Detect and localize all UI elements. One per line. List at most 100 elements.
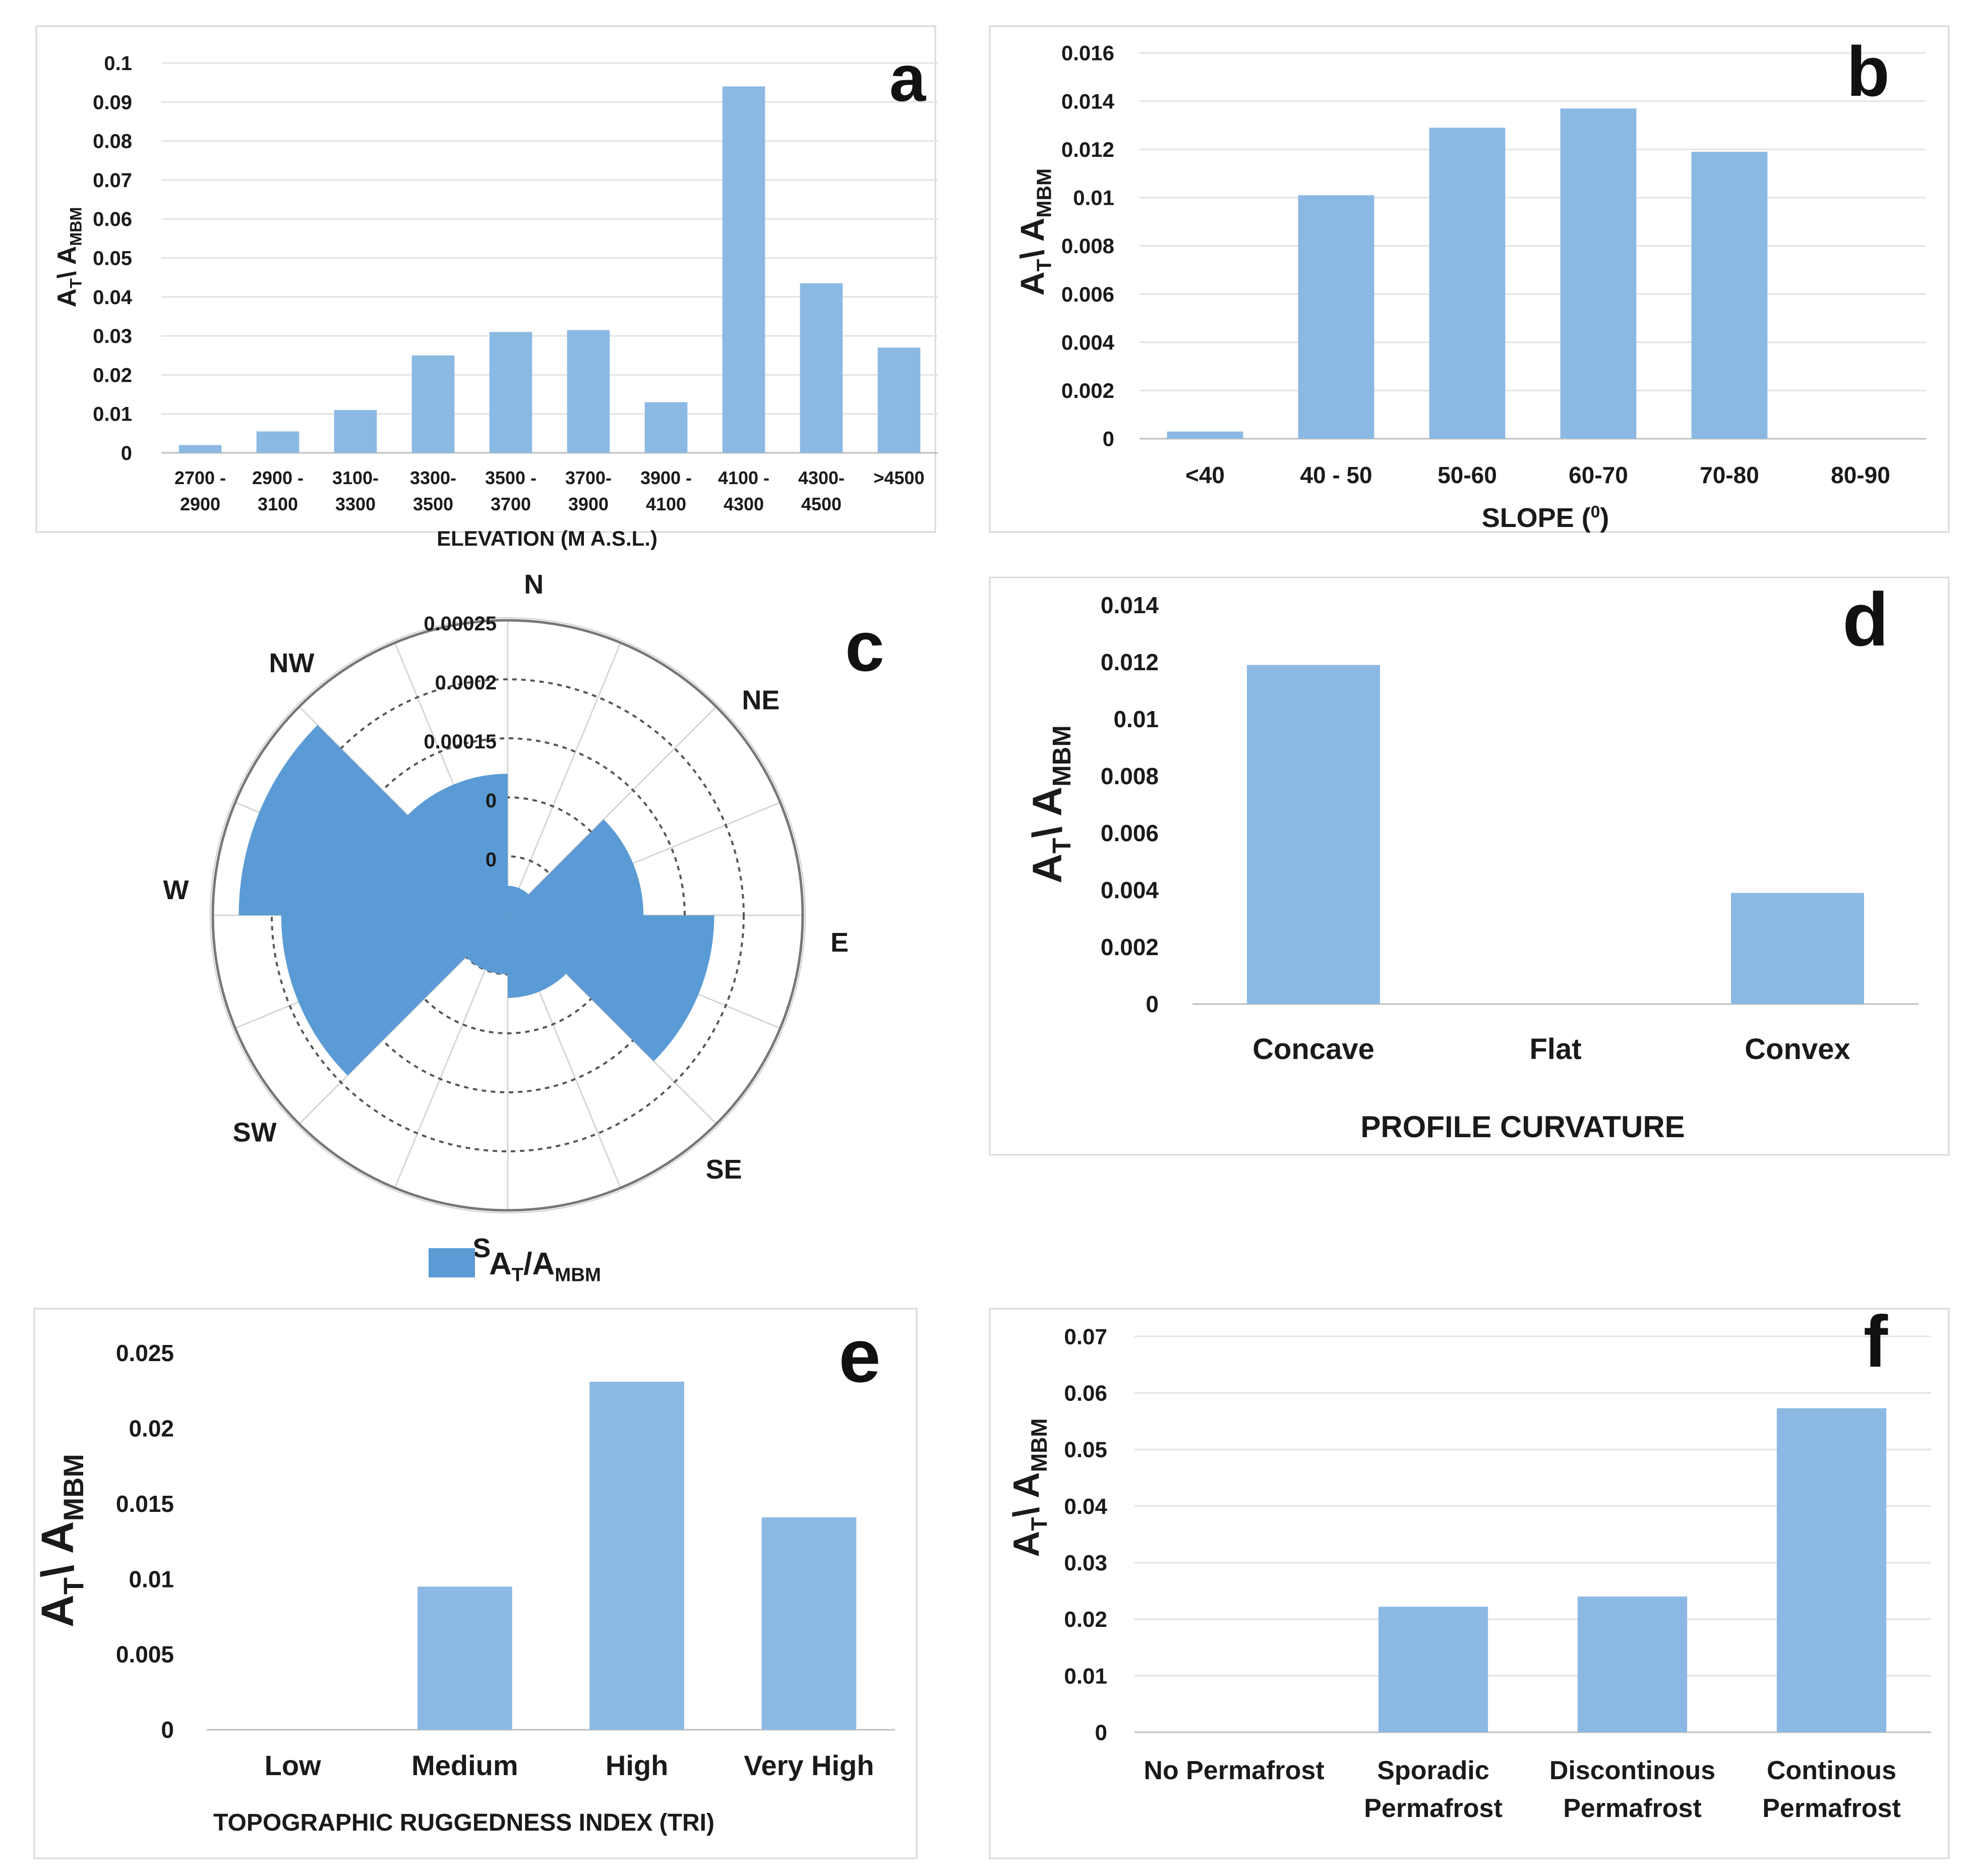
ring-label: 0.00025: [424, 613, 497, 635]
x-category-label: 80-90: [1831, 462, 1890, 488]
x-category-label: 2900: [180, 494, 220, 514]
y-axis-label: AT\ AMBM: [1025, 725, 1076, 883]
x-category-label: High: [606, 1749, 668, 1781]
bar: [417, 1587, 512, 1730]
x-category-label: 4300: [724, 494, 764, 514]
chart-svg-b: 0 0.002 0.004 0.006 0.008 0.01 0.012 0.014 0.016…: [989, 25, 1950, 533]
polar-ring: [271, 678, 745, 1152]
chart-panel-permafrost: 0 0.01 0.02 0.03 0.04 0.05 0.06 0.07 No Permafro…: [988, 1304, 1976, 1876]
y-tick-label: 0.005: [116, 1642, 174, 1668]
y-axis-label: AT\ AMBM: [52, 207, 85, 308]
x-axis-label: PROFILE CURVATURE: [1360, 1110, 1685, 1144]
direction-label: N: [524, 569, 544, 600]
x-category-label: 4100: [646, 494, 686, 514]
bar: [1560, 108, 1637, 439]
y-tick-label: 0.07: [1064, 1324, 1107, 1349]
y-tick-label: 0: [1095, 1720, 1107, 1745]
y-tick-label: 0.014: [1101, 592, 1159, 618]
y-tick-label: 0.012: [1061, 138, 1114, 161]
bar: [1731, 893, 1864, 1004]
chart-panel-elevation: 0 0.01 0.02 0.03 0.04 0.05 0.06 0.07 0.08 0.09 0.1…: [0, 0, 988, 562]
y-tick-label: 0.015: [116, 1491, 174, 1517]
ring-label: 0: [486, 790, 497, 812]
panel-letter: a: [889, 41, 927, 115]
direction-label: S: [472, 1233, 491, 1263]
direction-label: NW: [269, 648, 314, 678]
x-category-label: Medium: [411, 1749, 518, 1781]
bar: [178, 445, 222, 453]
y-tick-label: 0.06: [1064, 1381, 1107, 1406]
x-category-label: Convex: [1745, 1033, 1850, 1066]
x-category-label: 3900 -: [640, 467, 692, 488]
y-tick-label: 0.006: [1101, 820, 1159, 846]
x-category-label: No Permafrost: [1144, 1756, 1324, 1785]
chart-panel-slope: 0 0.002 0.004 0.006 0.008 0.01 0.012 0.014 0.016…: [988, 0, 1976, 562]
y-tick-label: 0.014: [1061, 89, 1115, 113]
y-tick-label: 0.01: [1064, 1664, 1107, 1688]
chart-svg-e: 0 0.005 0.01 0.015 0.02 0.025 Low Medium High Ver…: [33, 1308, 918, 1859]
chart-panel-profile-curvature: 0 0.002 0.004 0.006 0.008 0.01 0.012 0.014 Conca…: [988, 562, 1976, 1203]
y-tick-label: 0.02: [129, 1416, 174, 1442]
y-tick-label: 0.008: [1101, 763, 1159, 789]
panel-letter: d: [1842, 577, 1889, 662]
rose-wedge: [281, 915, 508, 1076]
y-tick-label: 0.006: [1061, 282, 1114, 306]
bar: [761, 1517, 857, 1730]
bar: [411, 355, 455, 453]
x-category-label: Low: [265, 1749, 321, 1781]
y-tick-label: 0: [1103, 427, 1114, 451]
y-axis-label: AT\ AMBM: [1006, 1418, 1052, 1557]
y-tick-label: 0.002: [1061, 379, 1114, 402]
chart-panel-tri: 0 0.005 0.01 0.015 0.02 0.025 Low Medium High Ver…: [0, 1304, 988, 1876]
legend-label: AT/AMBM: [489, 1247, 601, 1286]
x-category-label: 3700: [491, 494, 531, 514]
x-category-label: Very High: [744, 1749, 874, 1781]
y-tick-label: 0.01: [93, 403, 132, 426]
x-category-label: Permafrost: [1563, 1794, 1702, 1823]
x-category-label: 2700 -: [174, 467, 226, 488]
y-tick-label: 0: [121, 442, 132, 464]
rose-wedge: [238, 725, 508, 915]
x-axis-label: ELEVATION (M A.S.L.): [437, 526, 657, 550]
y-tick-label: 0.01: [129, 1566, 174, 1592]
y-tick-label: 0.09: [93, 91, 132, 113]
legend-swatch: [429, 1248, 475, 1277]
bar: [1247, 665, 1380, 1004]
bar: [877, 347, 921, 453]
y-tick-label: 0.02: [93, 364, 132, 386]
rose-wedge: [466, 915, 508, 974]
x-category-label: 50-60: [1438, 462, 1497, 488]
x-category-label: 4300-: [798, 467, 845, 488]
chart-svg-d: 0 0.002 0.004 0.006 0.008 0.01 0.012 0.014 Conca…: [989, 576, 1950, 1156]
ring-label: 0.0002: [435, 672, 497, 694]
x-category-label: 4100 -: [718, 467, 769, 488]
y-tick-label: 0.002: [1101, 934, 1159, 960]
x-category-label: 60-70: [1569, 462, 1628, 488]
chart-svg-c: N NE E SE S SW W NW 0.00025 0.0002 0.00015 0 0 AT/AMB…: [163, 569, 884, 1286]
ring-label: 0.00015: [424, 731, 497, 753]
y-tick-label: 0.012: [1101, 649, 1159, 675]
y-tick-label: 0.004: [1061, 330, 1115, 354]
x-category-label: 3300: [335, 494, 376, 514]
y-axis-label: AT\ AMBM: [33, 1454, 89, 1627]
bar: [1577, 1596, 1688, 1732]
y-tick-label: 0.04: [1064, 1494, 1107, 1519]
ring-label: 0: [486, 849, 497, 871]
x-category-label: 3900: [568, 494, 609, 514]
y-tick-label: 0.01: [1113, 706, 1159, 732]
y-tick-label: 0.08: [93, 131, 132, 153]
y-tick-label: 0: [1146, 991, 1159, 1017]
chart-svg-a: 0 0.01 0.02 0.03 0.04 0.05 0.06 0.07 0.08 0.09 0.1…: [35, 25, 938, 550]
bar: [589, 1381, 684, 1730]
bar: [489, 332, 532, 453]
polar-outer-edge: [210, 617, 806, 1213]
y-tick-label: 0.016: [1061, 41, 1114, 65]
y-tick-label: 0.05: [1064, 1438, 1107, 1462]
x-category-label: 3300-: [410, 467, 456, 488]
rose-wedge: [508, 915, 714, 1062]
x-category-label: 3700-: [565, 467, 612, 488]
y-tick-label: 0.008: [1061, 234, 1114, 258]
x-axis-label: SLOPE (0): [1482, 503, 1609, 533]
x-category-label: 70-80: [1700, 462, 1759, 488]
panel-letter: f: [1864, 1304, 1888, 1382]
